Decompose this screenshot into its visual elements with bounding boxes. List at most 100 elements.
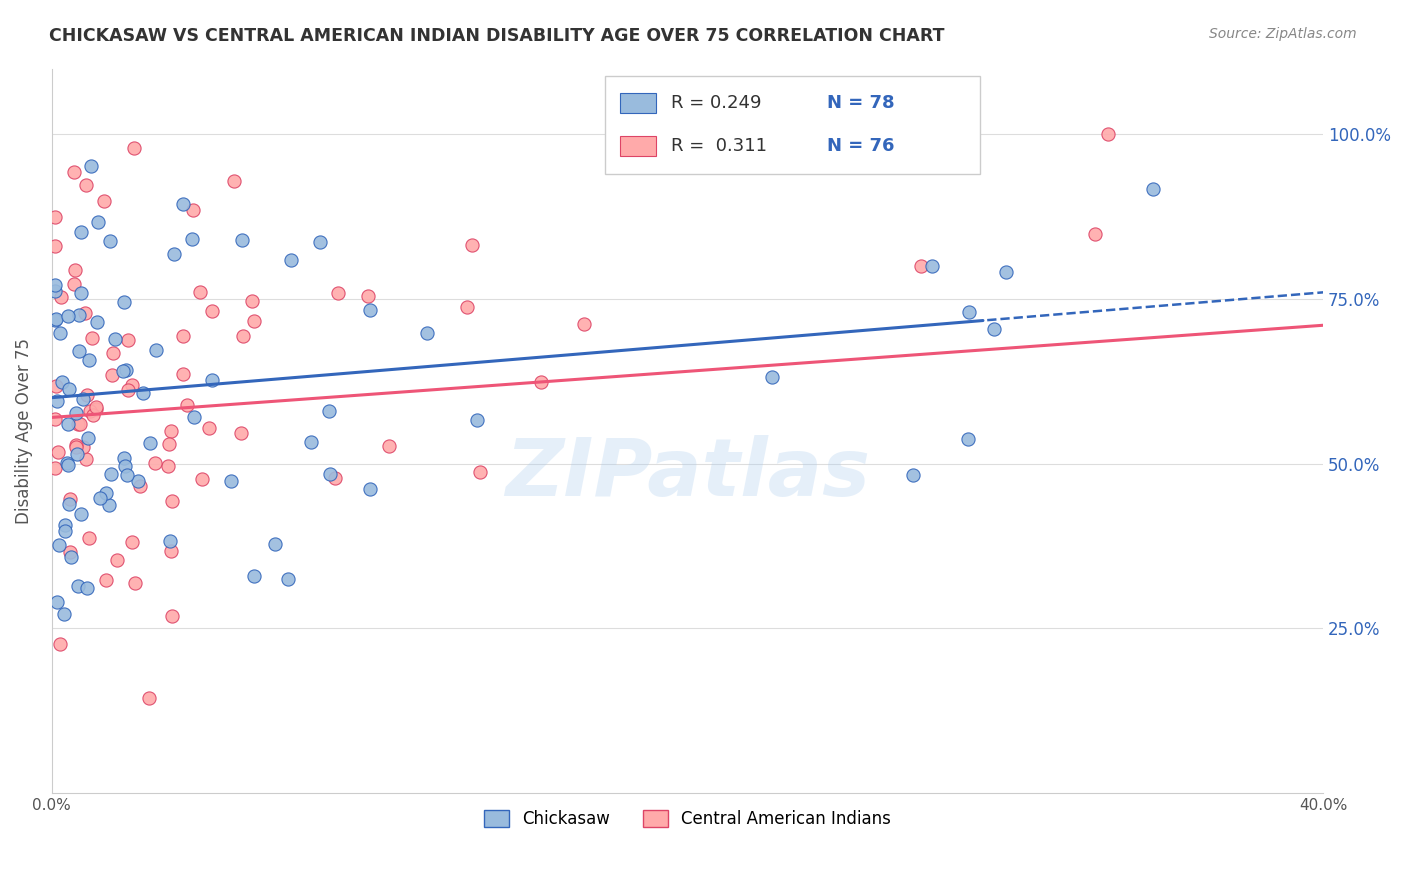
Point bbox=[77, 431, 100, 445]
Point bbox=[96, 573, 118, 587]
Point bbox=[80, 331, 103, 345]
Point bbox=[112, 295, 135, 310]
Point bbox=[77, 531, 100, 545]
Point bbox=[1142, 182, 1164, 196]
Point bbox=[761, 370, 783, 384]
Point bbox=[82, 409, 104, 423]
Point bbox=[63, 263, 86, 277]
Point bbox=[67, 417, 90, 432]
Point bbox=[75, 306, 97, 320]
Point bbox=[359, 302, 381, 317]
Point bbox=[200, 373, 222, 387]
Point bbox=[59, 545, 82, 559]
Point bbox=[163, 247, 186, 261]
Point bbox=[76, 387, 98, 401]
Point bbox=[188, 285, 211, 299]
Point bbox=[821, 151, 844, 165]
Point bbox=[79, 404, 101, 418]
Point bbox=[76, 581, 98, 595]
Legend: Chickasaw, Central American Indians: Chickasaw, Central American Indians bbox=[477, 804, 898, 835]
Point bbox=[416, 326, 439, 341]
Point bbox=[172, 196, 194, 211]
Point bbox=[530, 376, 553, 390]
Point bbox=[138, 690, 160, 705]
Point bbox=[357, 288, 380, 302]
Point bbox=[44, 312, 66, 326]
Point bbox=[957, 305, 980, 319]
Point bbox=[129, 479, 152, 493]
Point bbox=[122, 140, 145, 154]
Point bbox=[48, 537, 70, 551]
Point bbox=[115, 467, 138, 482]
Point bbox=[94, 486, 117, 500]
Point bbox=[145, 343, 167, 358]
Text: R =  0.311: R = 0.311 bbox=[671, 137, 766, 155]
Point bbox=[52, 607, 75, 621]
Point bbox=[100, 467, 122, 481]
Point bbox=[105, 553, 128, 567]
Point bbox=[67, 308, 90, 322]
Point bbox=[86, 315, 108, 329]
Point bbox=[69, 286, 91, 301]
Point bbox=[181, 203, 204, 218]
Point bbox=[53, 524, 76, 538]
Point bbox=[181, 232, 204, 246]
Point bbox=[55, 456, 77, 470]
Point bbox=[98, 234, 121, 248]
Point bbox=[101, 368, 124, 382]
Point bbox=[75, 178, 97, 192]
Point bbox=[277, 572, 299, 586]
Point bbox=[572, 318, 595, 332]
Point bbox=[124, 576, 146, 591]
Point bbox=[231, 425, 253, 440]
Point bbox=[323, 471, 346, 485]
Point bbox=[72, 440, 94, 454]
Point bbox=[62, 165, 84, 179]
Point bbox=[69, 417, 91, 431]
Point bbox=[46, 444, 69, 458]
Point bbox=[1097, 128, 1119, 142]
Point bbox=[637, 128, 659, 142]
Point bbox=[299, 435, 322, 450]
Point bbox=[121, 378, 143, 392]
Point bbox=[263, 537, 285, 551]
Point bbox=[49, 290, 72, 304]
Text: CHICKASAW VS CENTRAL AMERICAN INDIAN DISABILITY AGE OVER 75 CORRELATION CHART: CHICKASAW VS CENTRAL AMERICAN INDIAN DIS… bbox=[49, 27, 945, 45]
Point bbox=[65, 438, 87, 452]
Point bbox=[915, 148, 938, 162]
Point bbox=[45, 378, 67, 392]
Y-axis label: Disability Age Over 75: Disability Age Over 75 bbox=[15, 337, 32, 524]
Point bbox=[67, 343, 90, 358]
Point bbox=[114, 459, 136, 474]
Point bbox=[56, 458, 79, 473]
Point bbox=[127, 474, 149, 488]
Point bbox=[138, 436, 160, 450]
Point bbox=[49, 326, 72, 340]
Point bbox=[319, 467, 342, 482]
Point bbox=[56, 417, 79, 431]
Point bbox=[117, 334, 139, 348]
Point bbox=[222, 174, 245, 188]
Point bbox=[66, 447, 89, 461]
Point bbox=[243, 314, 266, 328]
Point bbox=[48, 637, 70, 651]
Point bbox=[112, 451, 135, 466]
Point bbox=[56, 309, 79, 323]
Point bbox=[956, 433, 979, 447]
Point bbox=[103, 345, 125, 359]
Point bbox=[65, 406, 87, 420]
Point bbox=[121, 535, 143, 549]
Point bbox=[58, 497, 80, 511]
Point bbox=[70, 225, 93, 239]
Point bbox=[231, 233, 253, 247]
Point bbox=[44, 461, 66, 475]
Point bbox=[983, 322, 1005, 336]
Point bbox=[172, 329, 194, 343]
Point bbox=[45, 595, 67, 609]
Point bbox=[69, 507, 91, 521]
Point bbox=[201, 303, 224, 318]
Point bbox=[461, 238, 484, 252]
Point bbox=[1083, 227, 1105, 242]
Point bbox=[66, 579, 89, 593]
Point bbox=[994, 265, 1017, 279]
